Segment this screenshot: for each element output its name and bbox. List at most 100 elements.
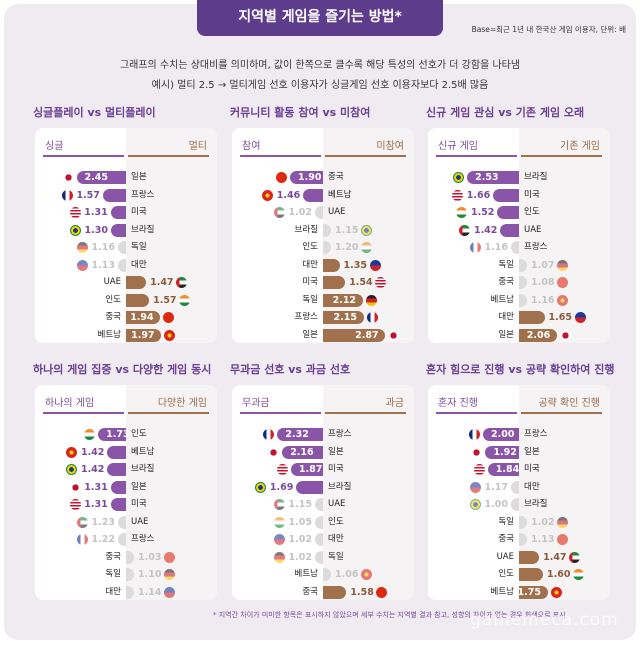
- right-label: 멀티: [188, 141, 207, 152]
- table-row: 1.52 인도: [428, 204, 610, 220]
- flag-france-icon: [61, 189, 73, 201]
- table-row: 1.22 프랑스: [35, 531, 217, 547]
- panel-card: 혼자 진행 공략 확인 진행 2.00 프랑스 1.92 일본 1.84 미국 1.17 대만 1.…: [428, 385, 610, 600]
- value-bar: [323, 241, 331, 254]
- country-name: 브라질: [294, 224, 318, 235]
- country-name: 인도: [105, 294, 121, 305]
- value-label: 1.07: [531, 259, 555, 271]
- table-row: 1.46 베트남: [232, 187, 414, 203]
- country-name: 베트남: [328, 189, 352, 200]
- value-label: 1.65: [548, 312, 572, 323]
- left-arrow: [43, 412, 124, 414]
- country-name: 대만: [131, 259, 147, 270]
- value-bar: [315, 550, 323, 564]
- flag-japan-icon: [471, 446, 483, 458]
- table-row: 2.87 일본: [232, 327, 414, 343]
- value-bar: [290, 171, 323, 184]
- value-bar: [126, 568, 134, 581]
- flag-germany-icon: [164, 569, 175, 580]
- table-row: 1.42 브라질: [35, 461, 217, 477]
- flag-india-icon: [361, 242, 372, 253]
- value-bar: [118, 241, 126, 254]
- country-name: 일본: [524, 446, 540, 457]
- flag-india-icon: [274, 516, 285, 528]
- value-bar: [485, 445, 519, 459]
- value-label: 1.16: [484, 242, 508, 253]
- value-label: 1.02: [288, 551, 312, 563]
- table-row: 1.31 미국: [35, 204, 217, 220]
- right-arrow: [521, 412, 602, 414]
- flag-taiwan-icon: [574, 312, 586, 323]
- left-label: 혼자 진행: [438, 398, 478, 409]
- value-label: 1.75: [517, 586, 541, 598]
- table-row: 2.45 일본: [35, 169, 217, 185]
- flag-france-icon: [366, 312, 378, 323]
- flag-uae-icon: [274, 207, 285, 218]
- value-bar: [110, 206, 126, 219]
- value-label: 1.35: [343, 259, 367, 271]
- country-name: UAE: [524, 224, 542, 235]
- country-name: 베트남: [490, 294, 514, 305]
- panel-card: 무과금 과금 2.32 프랑스 2.16 일본 1.87 미국 1.69 브라질 1.15 UAE 1.…: [232, 385, 414, 600]
- value-label: 1.58: [350, 586, 374, 598]
- flag-taiwan-icon: [164, 586, 175, 598]
- flag-brazil-icon: [66, 464, 78, 475]
- flag-usa-icon: [375, 277, 387, 288]
- country-name: 미국: [131, 207, 147, 217]
- value-label: 2.87: [355, 329, 379, 341]
- country-name: 일본: [328, 446, 344, 457]
- value-bar: [323, 223, 331, 237]
- table-row: 1.23 UAE: [35, 514, 217, 530]
- flag-germany-icon: [557, 259, 568, 271]
- country-name: 프랑스: [294, 312, 318, 322]
- flag-usa-icon: [69, 499, 81, 510]
- table-row: 1.15 브라질: [232, 222, 414, 238]
- flag-uae-icon: [569, 551, 581, 563]
- value-bar: [126, 311, 161, 324]
- panel-card: 싱글 멀티 2.45 일본 1.57 프랑스 1.31 미국 1.30 브라질 1.16 독일 1.13…: [35, 128, 217, 343]
- value-label: 1.46: [276, 189, 301, 201]
- flag-brazil-icon: [70, 224, 81, 236]
- table-row: 1.30 브라질: [35, 222, 217, 238]
- value-bar: [323, 276, 346, 289]
- table-row: 1.08 중국: [428, 274, 610, 290]
- left-arrow: [240, 155, 321, 157]
- value-label: 1.97: [131, 329, 155, 341]
- value-label: 1.87: [298, 464, 323, 475]
- table-row: 1.16 독일: [35, 239, 217, 255]
- flag-brazil-icon: [470, 499, 481, 510]
- value-bar: [98, 428, 126, 441]
- value-label: 1.94: [130, 312, 154, 323]
- value-label: 2.53: [475, 172, 499, 183]
- card-right-half: [126, 128, 217, 343]
- flag-brazil-icon: [453, 172, 465, 183]
- value-label: 1.90: [298, 172, 322, 183]
- panel-card: 하나의 게임 다양한 게임 1.73 인도 1.42 베트남 1.42 브라질 1.31 일본 1.…: [35, 385, 217, 600]
- country-name: 독일: [498, 259, 514, 270]
- country-name: 일본: [498, 329, 514, 340]
- flag-vietnam-icon: [66, 446, 78, 458]
- country-name: 미국: [302, 277, 318, 287]
- table-row: 1.16 프랑스: [428, 239, 610, 255]
- flag-china-icon: [163, 312, 175, 323]
- flag-vietnam-icon: [557, 294, 568, 306]
- flag-france-icon: [469, 429, 480, 440]
- flag-india-icon: [456, 207, 468, 218]
- value-label: 1.00: [484, 499, 508, 510]
- flag-taiwan-icon: [77, 259, 88, 271]
- value-label: 1.42: [80, 464, 105, 475]
- country-name: 인도: [328, 516, 344, 527]
- value-bar: [315, 206, 323, 219]
- value-bar: [511, 498, 519, 511]
- value-label: 1.13: [531, 534, 555, 545]
- value-label: 1.69: [269, 481, 294, 493]
- table-row: 1.20 인도: [232, 239, 414, 255]
- card-left-half: [428, 385, 519, 600]
- left-arrow: [43, 155, 124, 157]
- value-label: 1.10: [138, 569, 162, 580]
- table-row: 1.87 미국: [232, 461, 414, 477]
- right-arrow: [325, 155, 406, 157]
- country-name: 중국: [302, 586, 318, 597]
- card-right-half: [519, 385, 610, 600]
- table-row: 1.10 독일: [35, 566, 217, 582]
